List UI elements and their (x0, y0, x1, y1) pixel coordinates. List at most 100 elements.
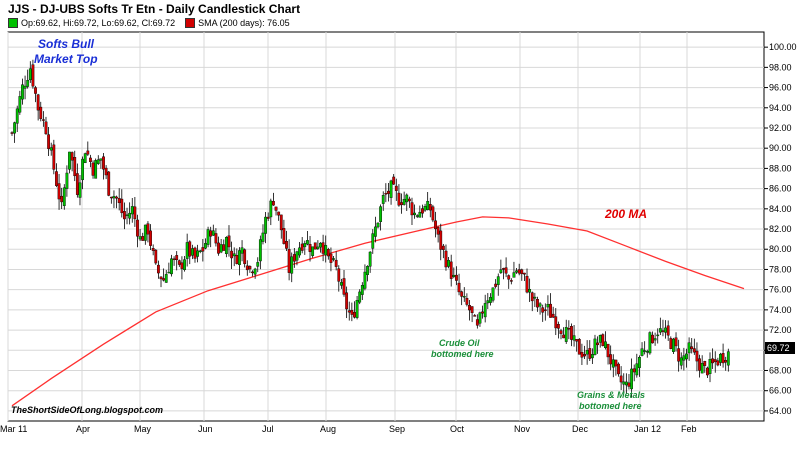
candle-body (368, 251, 372, 267)
candle-body (559, 330, 563, 334)
candle-body (219, 244, 223, 253)
candle-body (277, 211, 281, 216)
candle-body (303, 243, 307, 248)
candle-body (311, 246, 315, 256)
candle-body (36, 94, 40, 111)
candle-body (274, 206, 278, 211)
candle-body (261, 232, 265, 242)
grid-layer (7, 32, 764, 421)
candle-body (282, 228, 286, 244)
candle-body (146, 223, 150, 235)
candle-body (73, 157, 77, 177)
candle-body (70, 152, 74, 161)
candle-body (402, 198, 406, 205)
candle-body (193, 247, 197, 259)
candle-body (397, 192, 401, 206)
candle-body (230, 250, 233, 259)
candle-body (13, 122, 17, 134)
candle-body (648, 332, 652, 354)
candle-body (658, 328, 662, 333)
candle-body (674, 337, 678, 347)
candle-body (185, 242, 189, 259)
candle-body (340, 282, 343, 286)
candle-body (156, 264, 160, 274)
candle-body (415, 215, 419, 217)
candle-body (389, 180, 393, 198)
candle-body (376, 222, 380, 228)
candle-body (499, 269, 503, 273)
candle-body (371, 233, 375, 249)
candle-body (724, 360, 728, 363)
candle-body (418, 211, 422, 218)
candle-body (632, 368, 636, 373)
candle-body (198, 250, 202, 253)
candle-body (483, 303, 487, 318)
candle-body (494, 283, 498, 287)
candle-body (502, 268, 505, 270)
candle-body (243, 249, 247, 265)
candle-body (55, 171, 58, 186)
candle-body (515, 270, 518, 273)
y-tick-label: 68.00 (769, 365, 792, 375)
candle-body (711, 358, 715, 364)
candle-body (196, 250, 200, 257)
candle-body (706, 367, 709, 376)
candle-body (65, 172, 69, 189)
y-tick-label: 82.00 (769, 224, 792, 234)
candle-body (272, 201, 275, 206)
candle-body (630, 368, 633, 390)
candle-body (635, 363, 639, 376)
candle-body (256, 262, 260, 267)
candle-body (481, 311, 484, 314)
candle-body (109, 196, 113, 199)
candle-body (726, 351, 730, 366)
candle-body (115, 196, 118, 199)
candle-body (290, 256, 294, 274)
candle-body (562, 334, 566, 339)
legend-sma-text: SMA (200 days): 76.05 (198, 18, 290, 28)
candle-body (217, 242, 220, 254)
candle-body (410, 202, 414, 216)
candle-body (300, 243, 304, 251)
candle-body (204, 243, 207, 249)
candle-body (44, 121, 48, 135)
candle-body (52, 144, 56, 170)
candle-body (258, 239, 262, 262)
candle-body (39, 106, 43, 119)
candle-body (426, 200, 430, 210)
x-tick-label: Feb (681, 424, 697, 434)
candle-body (549, 303, 552, 318)
candle-body (431, 206, 435, 221)
candle-body (640, 348, 644, 356)
candle-body (23, 85, 27, 89)
y-tick-label: 74.00 (769, 305, 792, 315)
candle-body (617, 363, 620, 375)
candle-body (350, 310, 354, 315)
candle-body (520, 269, 524, 275)
candle-body (266, 216, 270, 219)
candle-body (554, 316, 558, 329)
y-tick-label: 66.00 (769, 386, 792, 396)
annotation-crude-1: Crude Oil (439, 338, 480, 348)
chart-title: JJS - DJ-UBS Softs Tr Etn - Daily Candle… (8, 2, 301, 16)
candle-body (75, 173, 79, 195)
candle-body (614, 359, 618, 367)
candle-body (489, 297, 492, 303)
candle-body (708, 359, 712, 374)
x-tick-label: Mar 11 (0, 424, 27, 434)
candle-body (34, 87, 37, 94)
candle-body (78, 182, 82, 198)
candle-body (716, 360, 720, 366)
candle-body (583, 354, 586, 357)
candle-body (123, 211, 126, 220)
candle-body (525, 275, 529, 293)
candle-body (379, 206, 383, 222)
candle-body (353, 312, 356, 318)
y-tick-label: 98.00 (769, 62, 792, 72)
candle-body (83, 153, 87, 164)
candle-body (177, 260, 181, 265)
candle-body (509, 280, 513, 282)
candle-body (355, 300, 359, 318)
